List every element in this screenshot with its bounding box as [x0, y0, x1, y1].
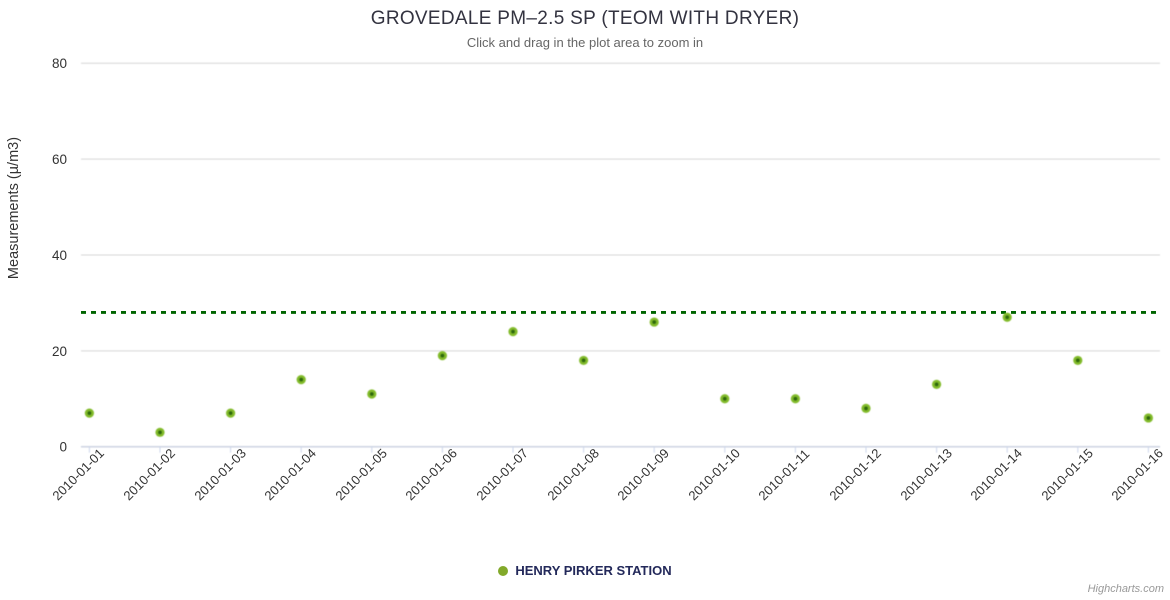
- svg-text:60: 60: [52, 152, 67, 167]
- svg-text:80: 80: [52, 56, 67, 71]
- svg-text:20: 20: [52, 344, 67, 359]
- svg-text:40: 40: [52, 248, 67, 263]
- svg-text:0: 0: [59, 440, 67, 455]
